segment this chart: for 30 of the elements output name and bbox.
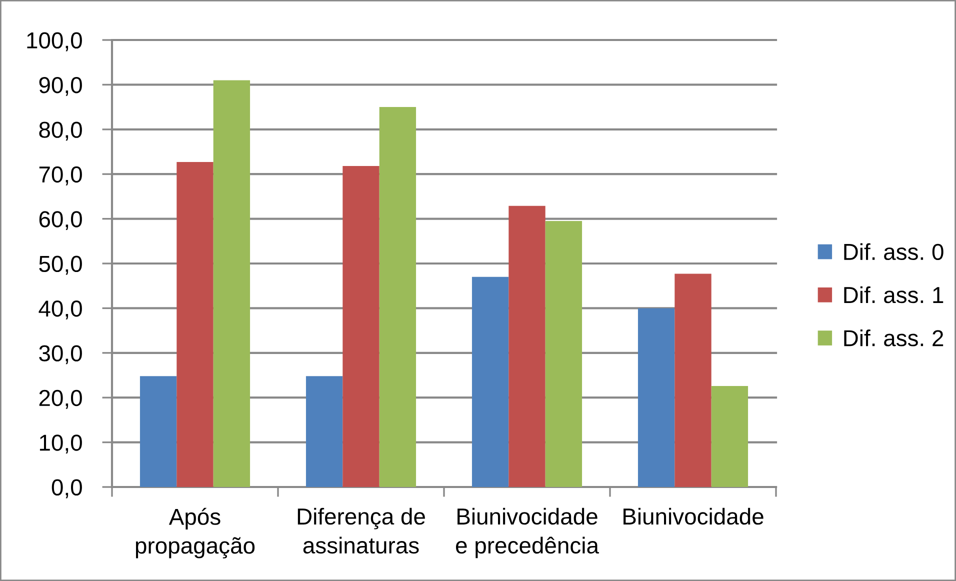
legend-label: Dif. ass. 1 [844,286,944,304]
y-tick-label: 30,0 [39,345,82,364]
bar [508,206,546,487]
bar [140,376,177,487]
legend-label: Dif. ass. 0 [844,243,944,260]
x-tick-label: Após propagação [136,508,255,558]
y-tick-label: 60,0 [39,211,82,230]
y-tick-label: 100,0 [27,32,82,52]
y-tick-label: 10,0 [40,434,82,454]
y-tick-label: 20,0 [39,390,82,409]
y-tick-label: 40,0 [38,300,82,320]
bar [711,386,748,487]
y-tick-label: 70,0 [39,166,82,186]
bar [674,274,712,487]
x-tick-label: Diferença de assinaturas [298,508,425,554]
y-tick-label: 50,0 [39,256,82,275]
bar [176,162,214,487]
legend-label: Dif. ass. 2 [844,329,944,346]
y-tick-label: 0,0 [52,479,82,498]
bar [306,376,343,487]
bar [342,166,380,487]
bar [545,221,582,487]
y-tick-label: 80,0 [39,122,82,141]
x-tick-label: Biunivocidade e precedência [456,508,599,558]
x-tick-label: Biunivocidade [624,508,764,525]
bar [472,276,509,487]
bar [379,107,416,487]
bar [213,80,250,487]
bar [638,308,675,487]
y-tick-label: 90,0 [39,77,82,96]
